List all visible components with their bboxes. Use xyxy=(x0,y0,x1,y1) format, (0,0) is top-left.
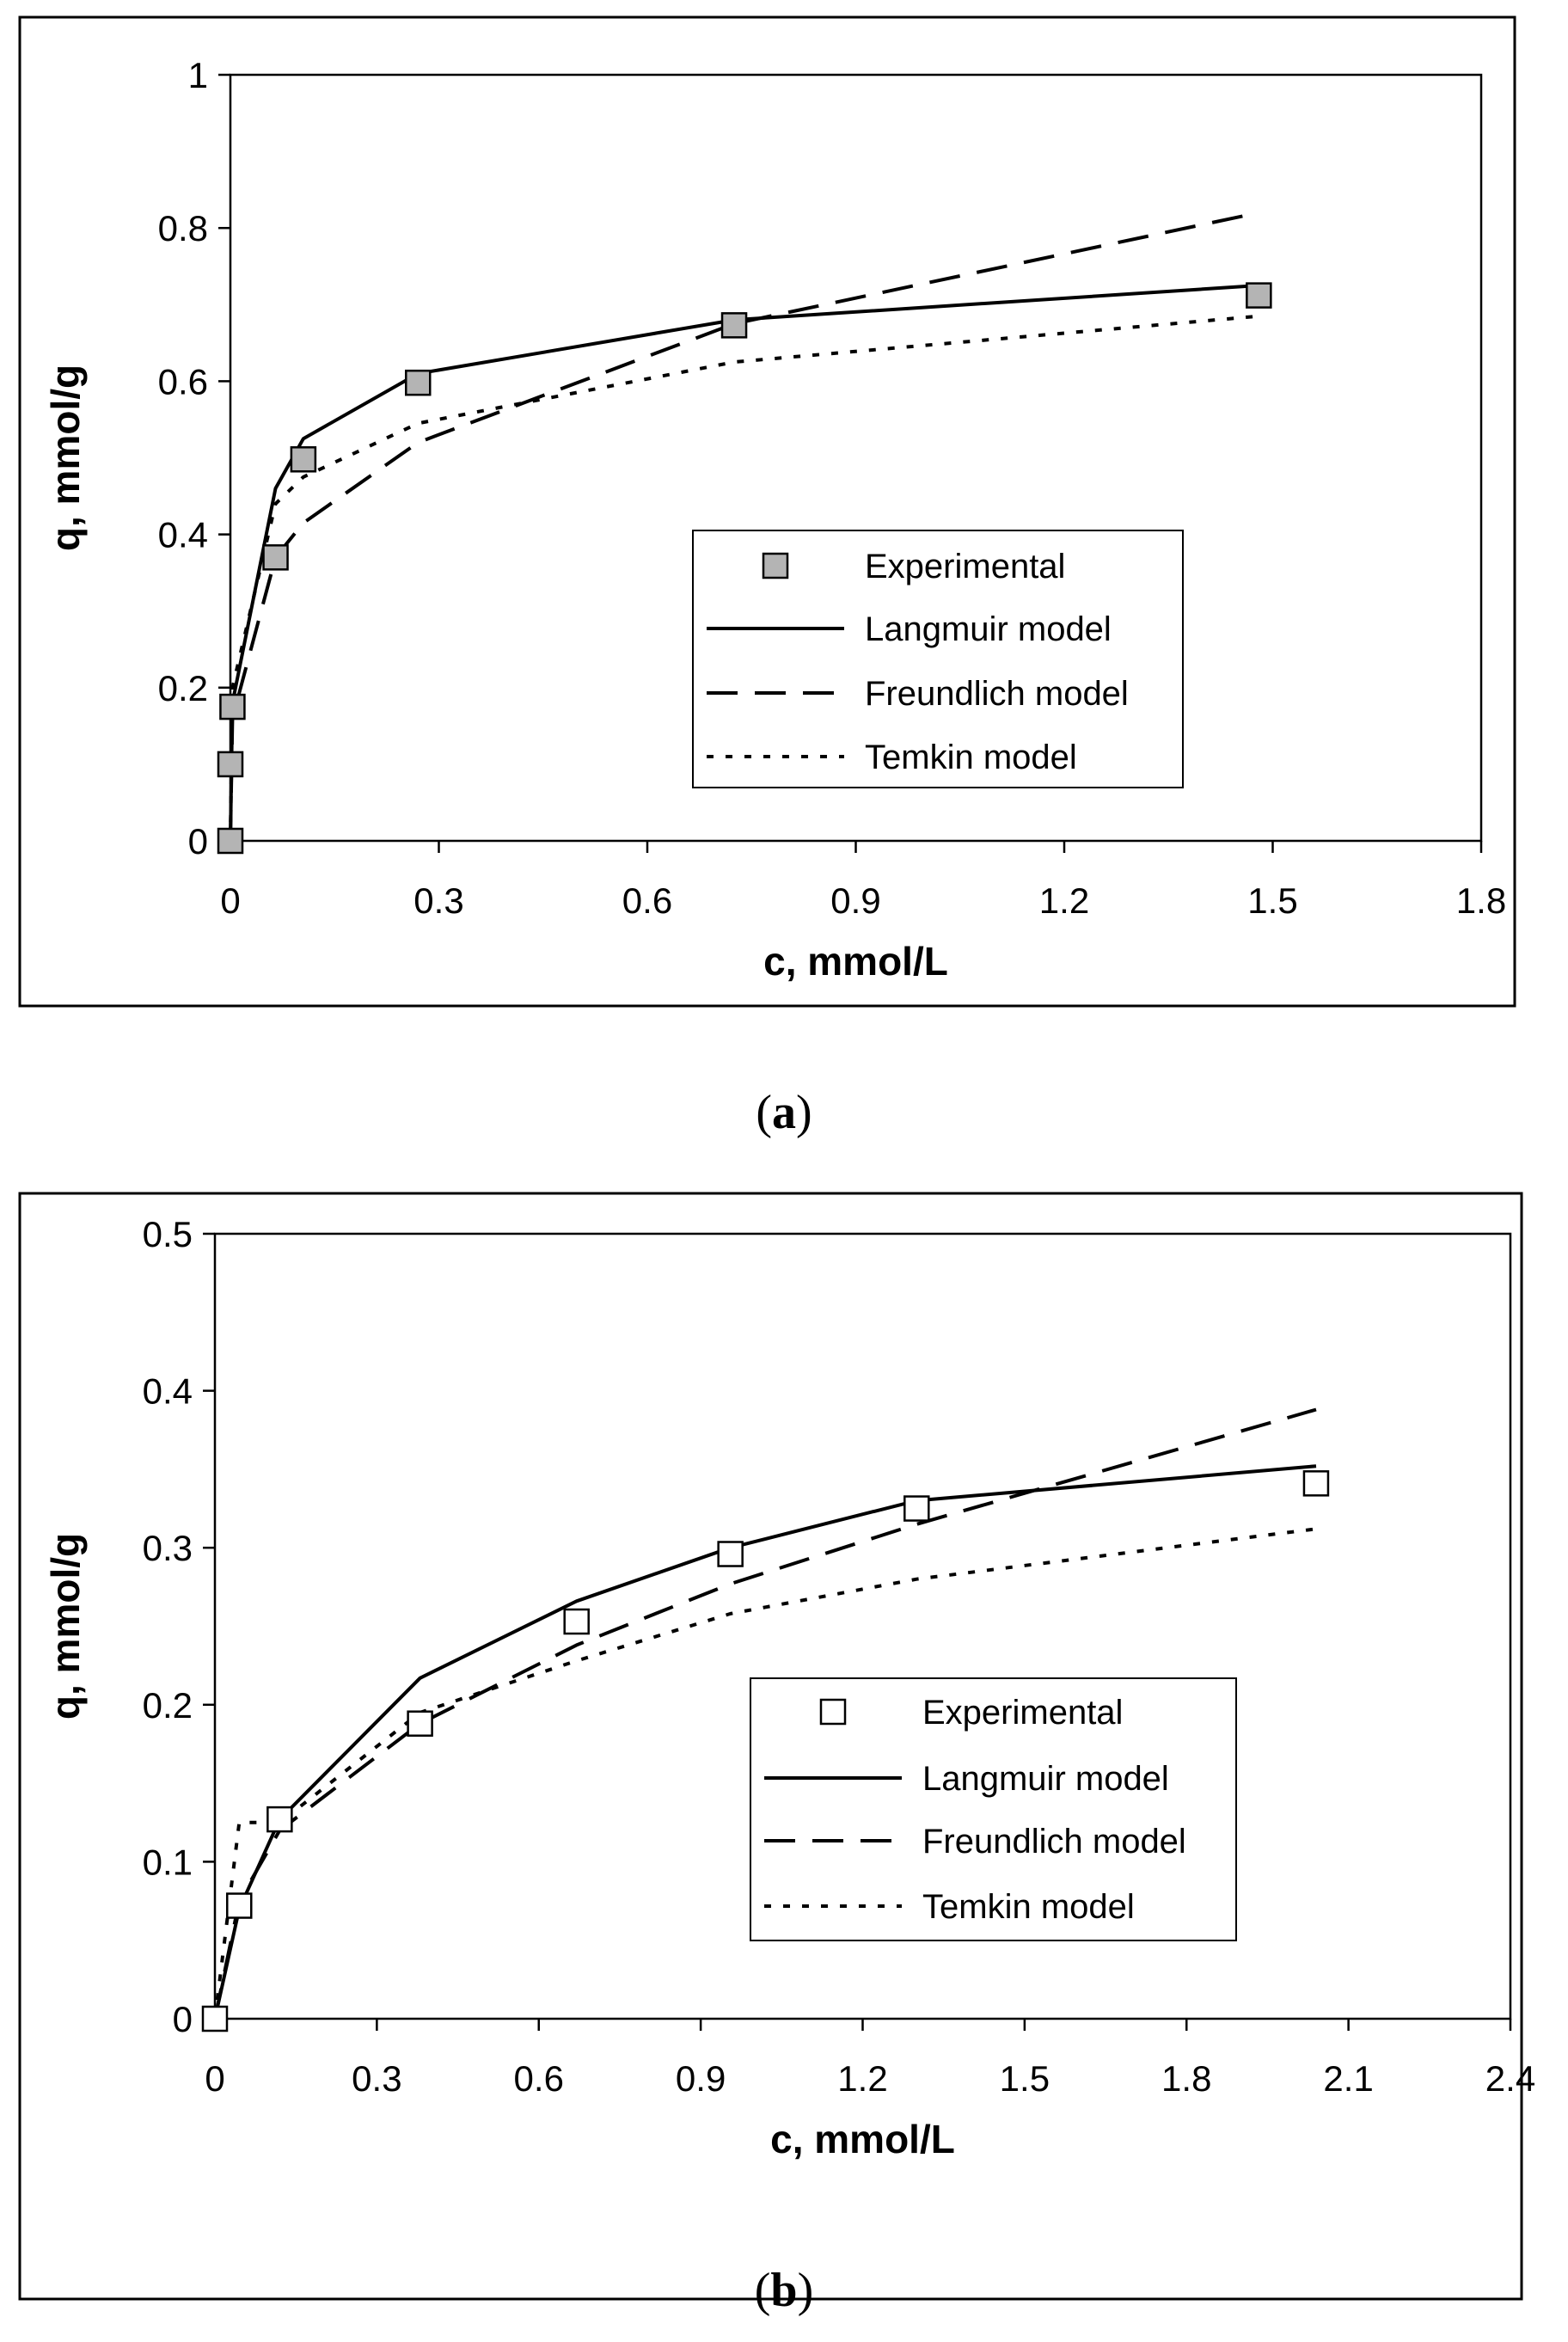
caption-b: (b) xyxy=(754,2264,814,2317)
y-tick-label: 0.4 xyxy=(158,515,208,555)
y-tick-label: 0.2 xyxy=(143,1685,193,1726)
caption-a: (a) xyxy=(756,1086,812,1139)
data-point-experimental xyxy=(1302,1470,1330,1497)
data-point-experimental xyxy=(219,693,246,720)
y-axis-title: q, mmol/g xyxy=(43,1533,88,1720)
y-tick-label: 0.4 xyxy=(143,1371,193,1412)
data-point-experimental xyxy=(405,369,432,396)
y-tick-label: 1 xyxy=(188,55,208,95)
data-point-experimental xyxy=(407,1710,433,1737)
chart-frame xyxy=(18,15,1516,1008)
legend-label: Langmuir model xyxy=(865,610,1112,648)
legend-symbol-experimental xyxy=(762,552,789,579)
data-point-experimental xyxy=(903,1495,930,1522)
legend-label: Freundlich model xyxy=(922,1823,1186,1861)
y-tick-label: 0 xyxy=(173,1999,193,2039)
x-tick-label: 1.8 xyxy=(1161,2058,1211,2099)
y-tick-label: 0.3 xyxy=(143,1528,193,1568)
data-point-experimental xyxy=(217,827,244,855)
data-point-experimental xyxy=(290,446,317,473)
y-tick-label: 0.1 xyxy=(143,1842,193,1882)
x-tick-label: 1.5 xyxy=(1247,880,1297,921)
x-tick-label: 1.2 xyxy=(1039,880,1089,921)
x-axis-title: c, mmol/L xyxy=(770,2117,955,2161)
data-point-experimental xyxy=(563,1608,590,1635)
caption-b-letter: b xyxy=(770,2264,798,2317)
x-tick-label: 1.5 xyxy=(1000,2058,1050,2099)
data-point-experimental xyxy=(720,312,748,339)
y-tick-label: 0.8 xyxy=(158,208,208,248)
y-tick-label: 0 xyxy=(188,821,208,861)
y-tick-label: 0.2 xyxy=(158,668,208,708)
x-tick-label: 0.3 xyxy=(352,2058,401,2099)
legend-label: Experimental xyxy=(922,1694,1123,1732)
x-tick-label: 0.6 xyxy=(514,2058,564,2099)
series-line-temkin-model xyxy=(229,314,1259,842)
x-tick-label: 1.2 xyxy=(837,2058,887,2099)
legend-label: Experimental xyxy=(865,548,1065,586)
series-line-freundlich-model xyxy=(213,1407,1317,2020)
y-axis-title: q, mmol/g xyxy=(43,365,88,551)
x-tick-label: 2.4 xyxy=(1485,2058,1535,2099)
data-point-experimental xyxy=(262,544,289,571)
x-tick-label: 2.1 xyxy=(1323,2058,1373,2099)
chart-panel-a: 0 0.2 0.4 0.6 0.8 1 0 0.3 0.6 0.9 1.2 1.5 1.8 c, mmol… xyxy=(0,0,1568,1075)
legend-label: Freundlich model xyxy=(865,675,1129,713)
legend-symbol-experimental xyxy=(819,1698,847,1726)
chart-b: 0 0.1 0.2 0.3 0.4 0.5 0 0.3 0.6 0.9 1.2 1.5 1.8 2.1 2.… xyxy=(18,1192,1535,2301)
data-point-experimental xyxy=(226,1892,253,1919)
caption-a-letter: a xyxy=(772,1086,796,1139)
x-tick-label: 0 xyxy=(220,880,240,921)
data-point-experimental xyxy=(266,1806,293,1833)
x-tick-label: 0.6 xyxy=(622,880,672,921)
x-tick-label: 0.9 xyxy=(676,2058,726,2099)
y-tick-label: 0.5 xyxy=(143,1214,193,1254)
legend-label: Temkin model xyxy=(922,1888,1135,1926)
chart-a: 0 0.2 0.4 0.6 0.8 1 0 0.3 0.6 0.9 1.2 1.5 1.8 c, mmol… xyxy=(18,15,1516,1008)
x-tick-label: 0.9 xyxy=(830,880,880,921)
x-tick-label: 0.3 xyxy=(413,880,463,921)
x-tick-label: 0 xyxy=(205,2058,224,2099)
chart-panel-b: 0 0.1 0.2 0.3 0.4 0.5 0 0.3 0.6 0.9 1.2 1.5 1.8 2.1 2.… xyxy=(0,1186,1568,2330)
y-tick-label: 0.6 xyxy=(158,361,208,402)
data-point-experimental xyxy=(1246,282,1272,309)
legend-label: Langmuir model xyxy=(922,1760,1169,1798)
x-axis-title: c, mmol/L xyxy=(763,939,948,984)
data-point-experimental xyxy=(201,2005,229,2032)
data-point-experimental xyxy=(717,1541,744,1567)
legend-label: Temkin model xyxy=(865,739,1077,776)
x-tick-label: 1.8 xyxy=(1456,880,1506,921)
data-point-experimental xyxy=(217,751,244,778)
